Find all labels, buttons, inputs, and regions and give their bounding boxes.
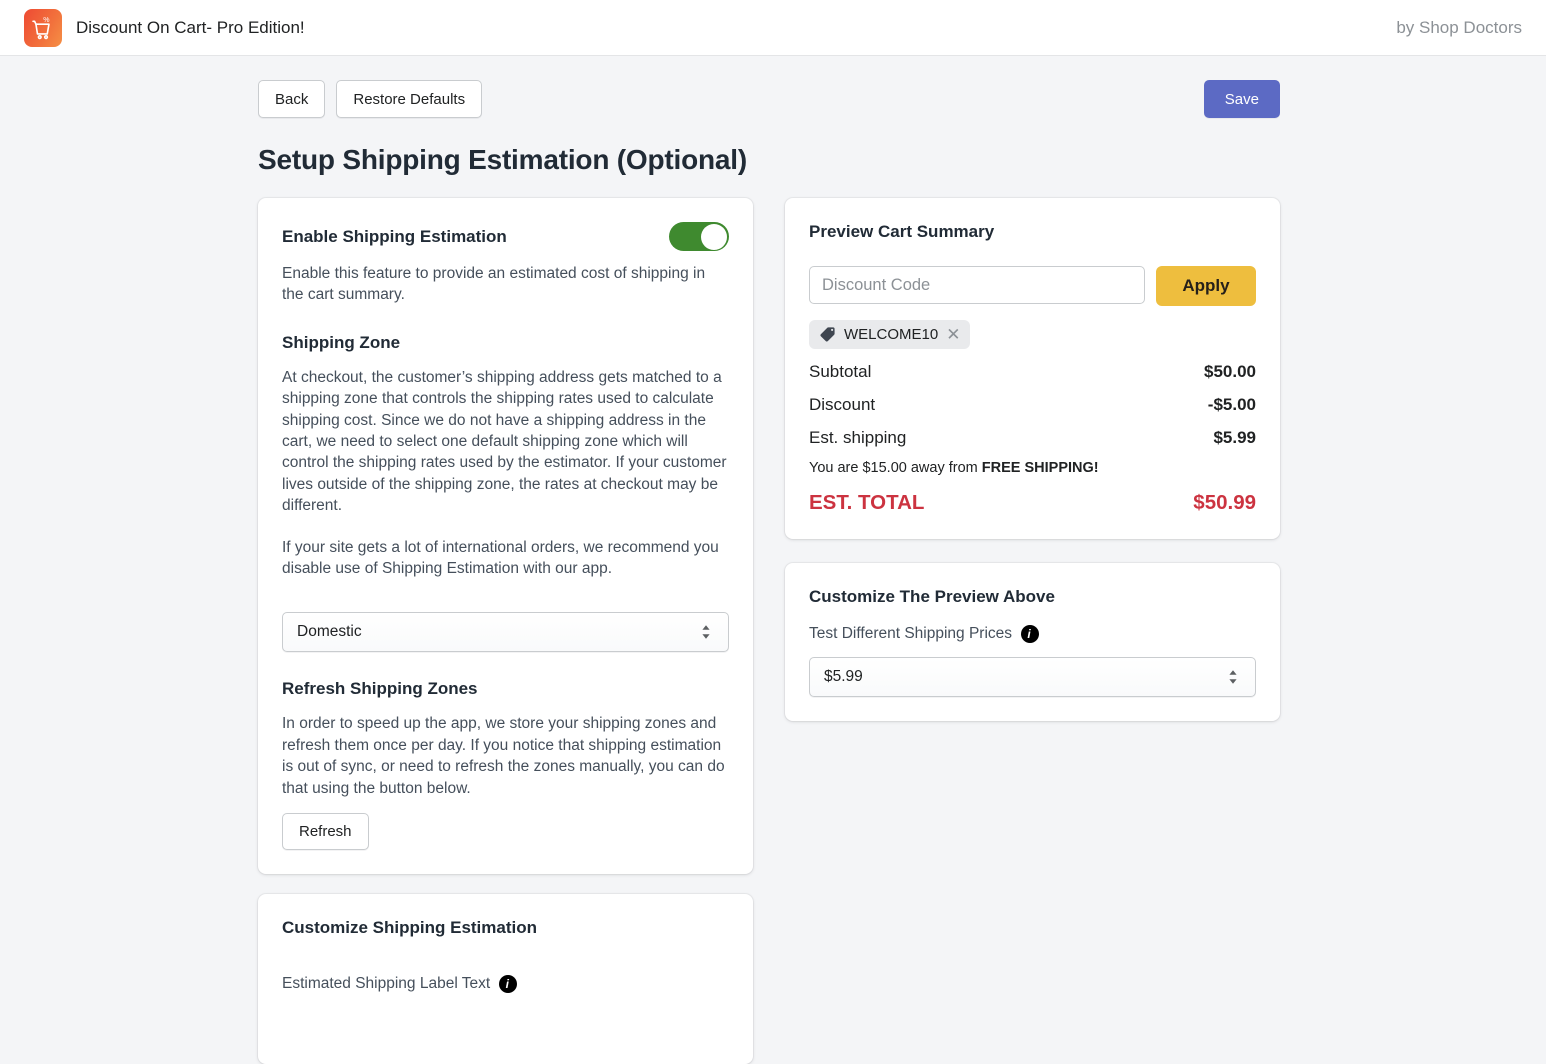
shipping-zone-heading: Shipping Zone xyxy=(282,332,401,352)
back-button[interactable]: Back xyxy=(258,80,326,118)
discount-code-row: Apply xyxy=(809,266,1256,306)
tag-icon xyxy=(819,326,836,343)
action-toolbar: Back Restore Defaults Save xyxy=(258,80,1280,118)
enable-toggle-row: Enable Shipping Estimation xyxy=(282,222,729,251)
enable-description: Enable this feature to provide an estima… xyxy=(282,265,706,304)
apply-button[interactable]: Apply xyxy=(1156,266,1256,306)
top-bar: % Discount On Cart- Pro Edition! by Shop… xyxy=(0,0,1546,56)
two-column-layout: Enable Shipping Estimation Enable this f… xyxy=(258,198,1280,1064)
select-updown-icon xyxy=(696,622,716,642)
test-shipping-price-select-value: $5.99 xyxy=(824,667,863,685)
discount-row: Discount -$5.00 xyxy=(809,395,1256,415)
estimated-shipping-label: Estimated Shipping Label Text xyxy=(282,975,491,993)
shipping-zone-select[interactable]: Domestic xyxy=(282,612,729,653)
test-shipping-price-select[interactable]: $5.99 xyxy=(809,656,1256,697)
svg-text:%: % xyxy=(43,16,49,23)
enable-shipping-toggle[interactable] xyxy=(669,222,729,251)
est-shipping-label: Est. shipping xyxy=(809,428,907,447)
shipping-zone-paragraph-1: At checkout, the customer’s shipping add… xyxy=(282,368,727,515)
subtotal-value: $50.00 xyxy=(1204,362,1256,381)
applied-code-pill: WELCOME10 ✕ xyxy=(809,320,971,349)
app-byline: by Shop Doctors xyxy=(1396,17,1522,37)
app-title: Discount On Cart- Pro Edition! xyxy=(76,17,305,37)
customize-shipping-estimation-card: Customize Shipping Estimation Estimated … xyxy=(258,894,753,1064)
free-shipping-note: You are $15.00 away from FREE SHIPPING! xyxy=(809,460,1256,476)
free-shipping-note-bold: FREE SHIPPING! xyxy=(981,460,1099,476)
app-logo-icon: % xyxy=(24,8,62,47)
refresh-zones-paragraph: In order to speed up the app, we store y… xyxy=(282,715,725,797)
info-icon[interactable]: i xyxy=(499,975,518,994)
restore-defaults-button[interactable]: Restore Defaults xyxy=(336,80,483,118)
subtotal-row: Subtotal $50.00 xyxy=(809,362,1256,382)
toggle-knob xyxy=(701,223,727,250)
est-total-row: EST. TOTAL $50.99 xyxy=(809,491,1256,515)
save-button[interactable]: Save xyxy=(1203,80,1280,118)
summary-rows: Subtotal $50.00 Discount -$5.00 Est. shi… xyxy=(809,362,1256,448)
main-content: Back Restore Defaults Save Setup Shippin… xyxy=(258,56,1280,1064)
free-shipping-note-prefix: You are $15.00 away from xyxy=(809,460,982,476)
right-column: Preview Cart Summary Apply WELCOME10 ✕ xyxy=(785,198,1280,721)
discount-code-input[interactable] xyxy=(809,266,1145,304)
shipping-zone-select-value: Domestic xyxy=(297,623,362,641)
subtotal-label: Subtotal xyxy=(809,362,872,381)
customize-shipping-heading: Customize Shipping Estimation xyxy=(282,918,538,938)
est-total-value: $50.99 xyxy=(1193,490,1256,514)
customize-preview-heading: Customize The Preview Above xyxy=(809,586,1055,606)
test-shipping-prices-label-row: Test Different Shipping Prices i xyxy=(809,624,1256,643)
enable-shipping-estimation-card: Enable Shipping Estimation Enable this f… xyxy=(258,198,753,875)
preview-cart-summary-card: Preview Cart Summary Apply WELCOME10 ✕ xyxy=(785,198,1280,539)
est-shipping-value: $5.99 xyxy=(1213,428,1256,447)
est-shipping-row: Est. shipping $5.99 xyxy=(809,428,1256,448)
left-column: Enable Shipping Estimation Enable this f… xyxy=(258,198,753,1064)
select-updown-icon xyxy=(1223,667,1243,687)
remove-code-icon[interactable]: ✕ xyxy=(946,325,961,344)
info-icon[interactable]: i xyxy=(1021,624,1040,643)
discount-value: -$5.00 xyxy=(1207,395,1256,414)
customize-preview-card: Customize The Preview Above Test Differe… xyxy=(785,562,1280,721)
refresh-zones-heading: Refresh Shipping Zones xyxy=(282,679,478,699)
enable-heading: Enable Shipping Estimation xyxy=(282,226,507,246)
estimated-shipping-label-row: Estimated Shipping Label Text i xyxy=(282,975,729,994)
shipping-zone-paragraph-2: If your site gets a lot of international… xyxy=(282,538,719,578)
preview-heading: Preview Cart Summary xyxy=(809,222,995,241)
page-title: Setup Shipping Estimation (Optional) xyxy=(258,144,747,175)
test-shipping-prices-label: Test Different Shipping Prices xyxy=(809,624,1013,642)
refresh-button[interactable]: Refresh xyxy=(282,813,369,851)
est-total-label: EST. TOTAL xyxy=(809,490,925,514)
discount-label: Discount xyxy=(809,395,876,414)
applied-code-label: WELCOME10 xyxy=(844,326,939,343)
